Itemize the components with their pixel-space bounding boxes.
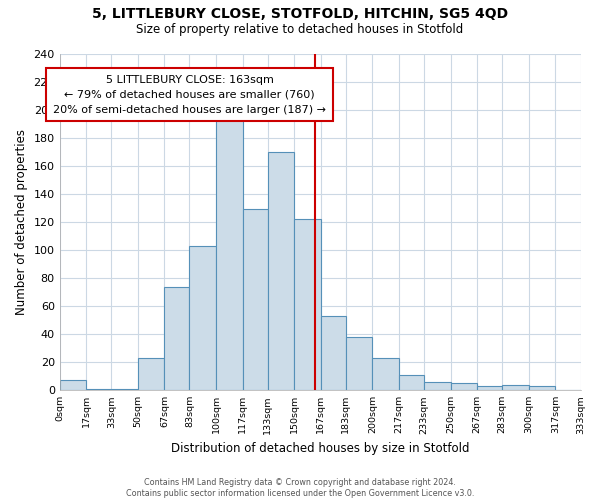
Bar	[529, 386, 556, 390]
Bar	[164, 286, 190, 390]
Bar	[111, 389, 138, 390]
Bar	[451, 383, 477, 390]
Text: Size of property relative to detached houses in Stotfold: Size of property relative to detached ho…	[136, 22, 464, 36]
Bar	[242, 210, 268, 390]
Bar	[346, 337, 373, 390]
Text: Contains HM Land Registry data © Crown copyright and database right 2024.
Contai: Contains HM Land Registry data © Crown c…	[126, 478, 474, 498]
Bar	[268, 152, 294, 390]
Bar	[190, 246, 216, 390]
Bar	[216, 120, 242, 390]
Bar	[502, 384, 529, 390]
Bar	[373, 358, 399, 390]
Text: 5, LITTLEBURY CLOSE, STOTFOLD, HITCHIN, SG5 4QD: 5, LITTLEBURY CLOSE, STOTFOLD, HITCHIN, …	[92, 8, 508, 22]
Bar	[138, 358, 164, 390]
Bar	[399, 375, 424, 390]
Bar	[86, 389, 111, 390]
Text: 5 LITTLEBURY CLOSE: 163sqm
← 79% of detached houses are smaller (760)
20% of sem: 5 LITTLEBURY CLOSE: 163sqm ← 79% of deta…	[53, 75, 326, 114]
Bar	[424, 382, 451, 390]
Bar	[294, 220, 321, 390]
Bar	[59, 380, 86, 390]
Y-axis label: Number of detached properties: Number of detached properties	[15, 129, 28, 315]
Bar	[477, 386, 502, 390]
X-axis label: Distribution of detached houses by size in Stotfold: Distribution of detached houses by size …	[171, 442, 469, 455]
Bar	[321, 316, 346, 390]
